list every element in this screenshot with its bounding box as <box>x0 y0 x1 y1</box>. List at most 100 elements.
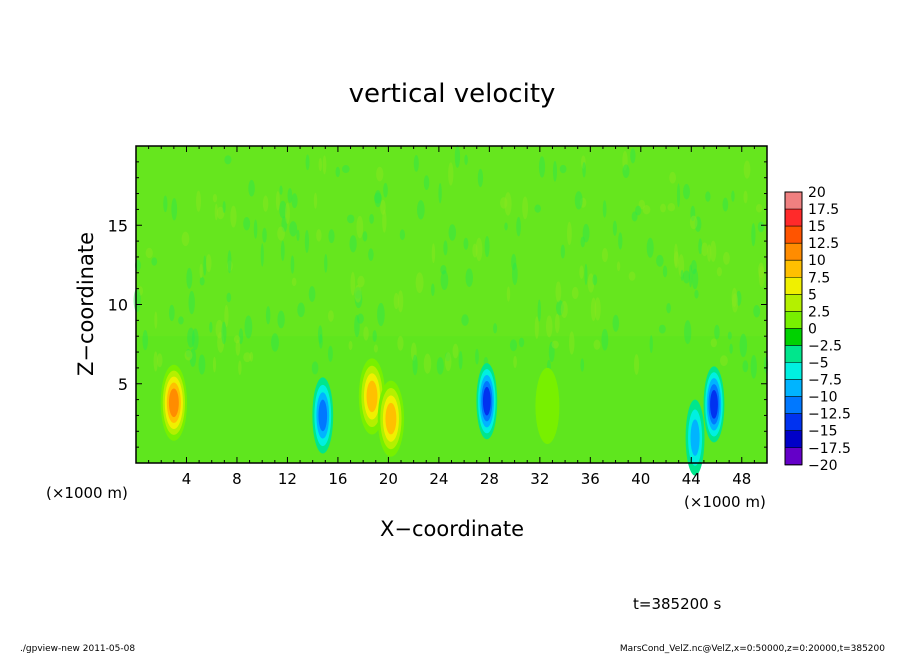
colorbar-swatch <box>785 192 802 210</box>
noise-streak <box>227 260 233 272</box>
noise-streak <box>224 304 229 327</box>
x-tick-label: 12 <box>278 470 297 488</box>
noise-streak <box>317 325 323 344</box>
noise-streak <box>348 340 353 351</box>
noise-streak <box>602 200 607 218</box>
time-label: t=385200 s <box>633 595 721 613</box>
noise-streak <box>290 255 295 274</box>
x-tick-label: 48 <box>732 470 751 488</box>
updraft-cell <box>160 364 188 441</box>
noise-streak <box>205 254 212 273</box>
noise-streak <box>642 204 651 215</box>
noise-streak <box>534 204 542 213</box>
colorbar-label: −17.5 <box>808 441 851 457</box>
noise-streak <box>758 265 765 288</box>
noise-streak <box>729 343 733 354</box>
noise-streak <box>560 300 568 318</box>
noise-streak <box>705 191 711 202</box>
noise-streak <box>753 305 761 318</box>
noise-streak <box>646 237 654 258</box>
noise-streak <box>690 259 697 275</box>
noise-streak <box>504 192 512 216</box>
contour-level <box>366 380 378 413</box>
noise-streak <box>555 281 562 303</box>
noise-streak <box>742 360 749 373</box>
noise-streak <box>374 190 382 208</box>
noise-streak <box>631 211 638 222</box>
noise-streak <box>590 297 597 322</box>
noise-streak <box>714 324 720 340</box>
noise-streak <box>357 275 365 288</box>
noise-streak <box>238 328 244 345</box>
noise-streak <box>445 352 451 362</box>
noise-streak <box>511 262 518 286</box>
noise-streak <box>209 321 213 333</box>
noise-streak <box>694 216 702 232</box>
colorbar-swatch <box>785 345 802 363</box>
noise-streak <box>673 251 679 269</box>
colorbar-label: 20 <box>808 185 826 201</box>
x-tick-label: 24 <box>429 470 448 488</box>
noise-streak <box>227 250 232 274</box>
colorbar-swatch <box>785 413 802 432</box>
contour-level <box>710 390 718 419</box>
noise-streak <box>324 253 328 273</box>
noise-streak <box>667 203 676 212</box>
noise-streak <box>168 304 175 322</box>
noise-streak <box>280 240 285 262</box>
updraft-cell <box>535 367 560 444</box>
noise-streak <box>238 360 242 375</box>
velocity-field <box>133 145 769 476</box>
noise-streak <box>669 171 677 184</box>
noise-streak <box>560 244 565 259</box>
noise-streak <box>448 162 454 186</box>
noise-streak <box>635 205 642 216</box>
noise-streak <box>327 345 333 362</box>
noise-streak <box>716 266 722 277</box>
noise-streak <box>287 188 293 204</box>
noise-streak <box>356 215 364 239</box>
noise-streak <box>399 229 405 241</box>
noise-streak <box>374 192 382 204</box>
noise-streak <box>682 270 691 284</box>
noise-streak <box>233 335 241 344</box>
noise-streak <box>417 200 425 220</box>
noise-streak <box>203 255 207 276</box>
noise-streak <box>436 357 444 375</box>
noise-streak <box>475 348 479 365</box>
noise-streak <box>415 272 424 294</box>
colorbar-label: −2.5 <box>808 338 842 354</box>
noise-streak <box>511 253 517 271</box>
colorbar-label: −5 <box>808 356 829 372</box>
colorbar-label: 10 <box>808 253 826 269</box>
x-tick-label: 32 <box>530 470 549 488</box>
noise-streak <box>349 235 357 253</box>
noise-streak <box>465 268 474 287</box>
noise-streak <box>230 205 237 228</box>
colorbar-label: 5 <box>808 287 817 303</box>
noise-streak <box>350 271 356 296</box>
noise-streak <box>154 311 158 329</box>
noise-streak <box>500 197 508 209</box>
noise-streak <box>582 223 590 243</box>
noise-streak <box>571 286 579 300</box>
noise-streak <box>743 160 751 179</box>
noise-streak <box>758 262 765 279</box>
noise-streak <box>743 190 748 204</box>
noise-streak <box>212 356 217 373</box>
noise-streak <box>423 353 432 374</box>
noise-streak <box>327 310 334 322</box>
noise-streak <box>296 229 300 242</box>
noise-streak <box>243 352 252 363</box>
noise-streak <box>369 213 374 224</box>
noise-streak <box>397 335 404 351</box>
noise-streak <box>191 328 199 351</box>
downdraft-cell <box>703 366 725 443</box>
noise-streak <box>493 323 498 334</box>
noise-streak <box>137 286 144 296</box>
x-tick-label: 36 <box>581 470 600 488</box>
noise-streak <box>431 283 435 296</box>
noise-streak <box>731 287 738 307</box>
noise-streak <box>380 199 386 215</box>
noise-streak <box>477 168 484 188</box>
